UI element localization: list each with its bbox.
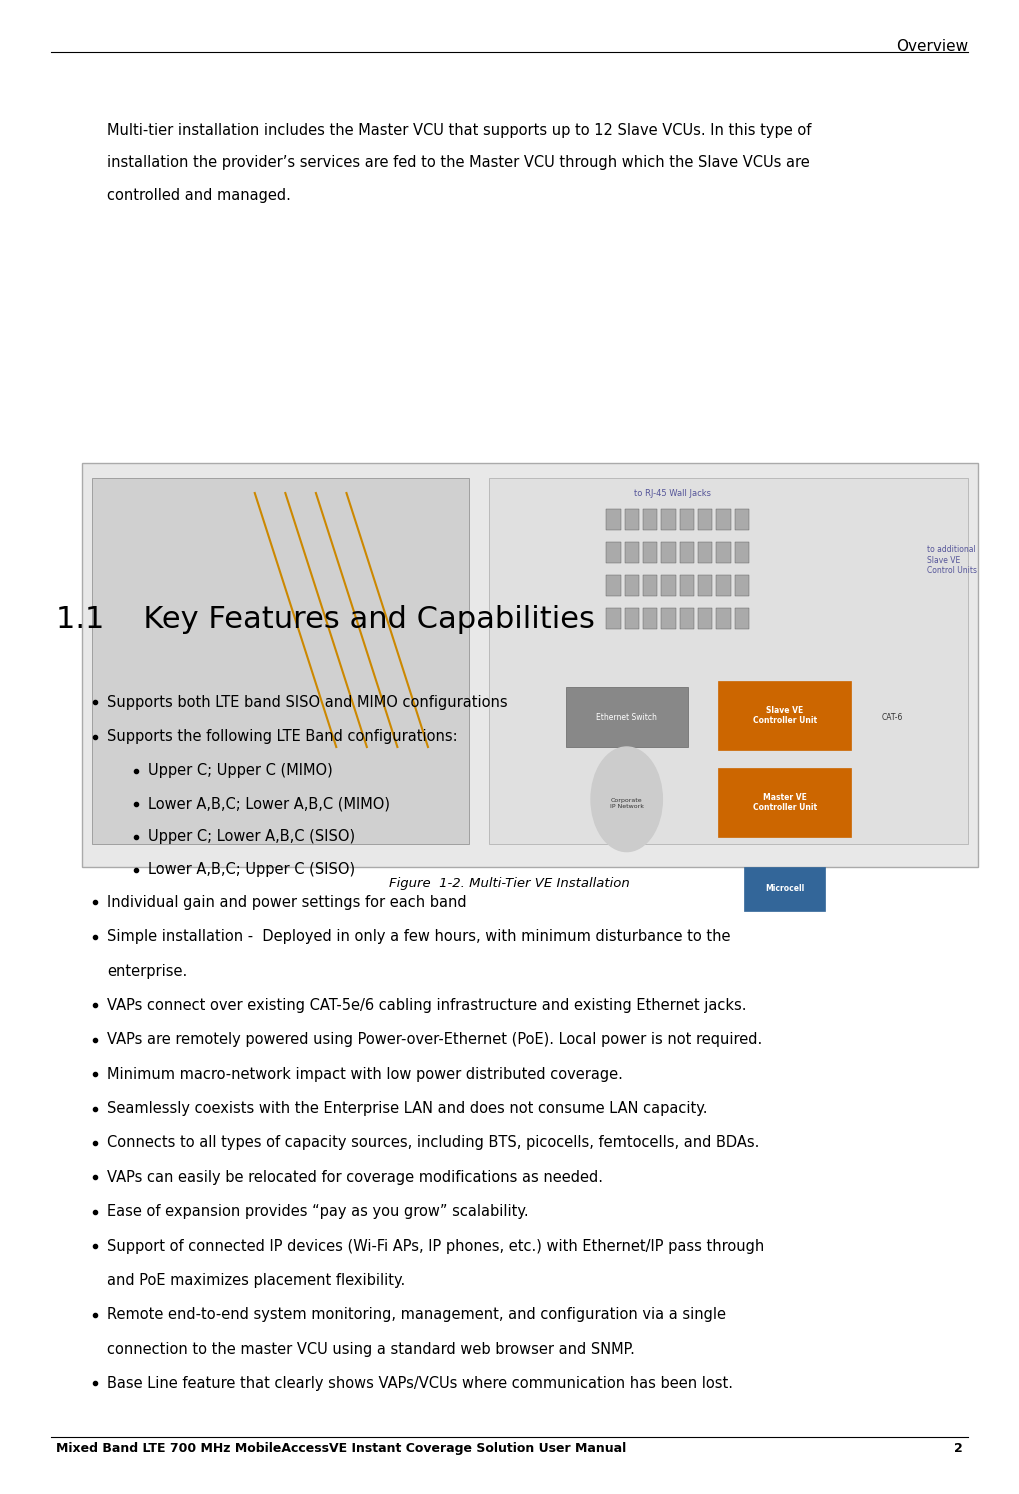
FancyBboxPatch shape	[643, 542, 657, 563]
Text: CAT-6: CAT-6	[881, 713, 903, 722]
Text: controlled and managed.: controlled and managed.	[107, 188, 290, 203]
FancyBboxPatch shape	[82, 463, 978, 867]
FancyBboxPatch shape	[698, 608, 712, 629]
FancyBboxPatch shape	[716, 608, 731, 629]
FancyBboxPatch shape	[680, 608, 694, 629]
FancyBboxPatch shape	[625, 608, 639, 629]
FancyBboxPatch shape	[716, 575, 731, 596]
FancyBboxPatch shape	[643, 509, 657, 530]
FancyBboxPatch shape	[735, 509, 749, 530]
Text: Individual gain and power settings for each band: Individual gain and power settings for e…	[107, 895, 467, 910]
Text: Upper C; Lower A,B,C (SISO): Upper C; Lower A,B,C (SISO)	[148, 829, 355, 844]
FancyBboxPatch shape	[735, 608, 749, 629]
FancyBboxPatch shape	[716, 509, 731, 530]
FancyBboxPatch shape	[625, 509, 639, 530]
Text: Base Line feature that clearly shows VAPs/VCUs where communication has been lost: Base Line feature that clearly shows VAP…	[107, 1376, 733, 1391]
Text: Lower A,B,C; Upper C (SISO): Lower A,B,C; Upper C (SISO)	[148, 862, 355, 877]
FancyBboxPatch shape	[716, 542, 731, 563]
Text: to additional
Slave VE
Control Units: to additional Slave VE Control Units	[927, 545, 977, 575]
FancyBboxPatch shape	[489, 478, 968, 844]
FancyBboxPatch shape	[643, 608, 657, 629]
Text: Ethernet Switch: Ethernet Switch	[596, 713, 657, 722]
Text: and PoE maximizes placement flexibility.: and PoE maximizes placement flexibility.	[107, 1273, 406, 1288]
FancyBboxPatch shape	[744, 867, 825, 911]
FancyBboxPatch shape	[661, 575, 676, 596]
Text: Lower A,B,C; Lower A,B,C (MIMO): Lower A,B,C; Lower A,B,C (MIMO)	[148, 796, 389, 811]
Text: VAPs are remotely powered using Power-over-Ethernet (PoE). Local power is not re: VAPs are remotely powered using Power-ov…	[107, 1032, 762, 1047]
Text: Supports both LTE band SISO and MIMO configurations: Supports both LTE band SISO and MIMO con…	[107, 695, 507, 710]
FancyBboxPatch shape	[92, 478, 469, 844]
FancyBboxPatch shape	[698, 542, 712, 563]
Text: Master VE
Controller Unit: Master VE Controller Unit	[753, 793, 816, 811]
Text: enterprise.: enterprise.	[107, 964, 187, 979]
Text: Upper C; Upper C (MIMO): Upper C; Upper C (MIMO)	[148, 763, 332, 778]
FancyBboxPatch shape	[698, 509, 712, 530]
Text: VAPs connect over existing CAT-5e/6 cabling infrastructure and existing Ethernet: VAPs connect over existing CAT-5e/6 cabl…	[107, 998, 747, 1013]
FancyBboxPatch shape	[718, 681, 851, 750]
Circle shape	[591, 747, 662, 852]
Text: 1.1    Key Features and Capabilities: 1.1 Key Features and Capabilities	[56, 605, 595, 633]
FancyBboxPatch shape	[661, 608, 676, 629]
Text: Seamlessly coexists with the Enterprise LAN and does not consume LAN capacity.: Seamlessly coexists with the Enterprise …	[107, 1101, 707, 1116]
FancyBboxPatch shape	[661, 542, 676, 563]
Text: Remote end-to-end system monitoring, management, and configuration via a single: Remote end-to-end system monitoring, man…	[107, 1307, 726, 1322]
Text: Supports the following LTE Band configurations:: Supports the following LTE Band configur…	[107, 729, 458, 744]
Text: Slave VE
Controller Unit: Slave VE Controller Unit	[753, 707, 816, 725]
FancyBboxPatch shape	[606, 542, 621, 563]
FancyBboxPatch shape	[735, 575, 749, 596]
FancyBboxPatch shape	[625, 575, 639, 596]
FancyBboxPatch shape	[625, 542, 639, 563]
Text: 2: 2	[954, 1442, 963, 1455]
Text: Microcell: Microcell	[765, 884, 804, 893]
Text: to RJ-45 Wall Jacks: to RJ-45 Wall Jacks	[634, 489, 711, 498]
FancyBboxPatch shape	[680, 575, 694, 596]
FancyBboxPatch shape	[566, 687, 688, 747]
Text: Connects to all types of capacity sources, including BTS, picocells, femtocells,: Connects to all types of capacity source…	[107, 1135, 759, 1150]
FancyBboxPatch shape	[643, 575, 657, 596]
Text: VAPs can easily be relocated for coverage modifications as needed.: VAPs can easily be relocated for coverag…	[107, 1170, 603, 1185]
Text: Minimum macro-network impact with low power distributed coverage.: Minimum macro-network impact with low po…	[107, 1067, 623, 1082]
FancyBboxPatch shape	[680, 542, 694, 563]
Text: Ease of expansion provides “pay as you grow” scalability.: Ease of expansion provides “pay as you g…	[107, 1204, 529, 1219]
Text: Multi-tier installation includes the Master VCU that supports up to 12 Slave VCU: Multi-tier installation includes the Mas…	[107, 123, 811, 137]
FancyBboxPatch shape	[606, 575, 621, 596]
Text: Support of connected IP devices (Wi-Fi APs, IP phones, etc.) with Ethernet/IP pa: Support of connected IP devices (Wi-Fi A…	[107, 1239, 764, 1253]
FancyBboxPatch shape	[680, 509, 694, 530]
FancyBboxPatch shape	[606, 509, 621, 530]
Text: Overview: Overview	[896, 39, 968, 54]
Text: Corporate
IP Network: Corporate IP Network	[609, 798, 644, 810]
Text: installation the provider’s services are fed to the Master VCU through which the: installation the provider’s services are…	[107, 155, 810, 170]
FancyBboxPatch shape	[735, 542, 749, 563]
Text: Simple installation -  Deployed in only a few hours, with minimum disturbance to: Simple installation - Deployed in only a…	[107, 929, 731, 944]
FancyBboxPatch shape	[698, 575, 712, 596]
FancyBboxPatch shape	[606, 608, 621, 629]
FancyBboxPatch shape	[661, 509, 676, 530]
FancyBboxPatch shape	[718, 768, 851, 837]
Text: Figure  1-2. Multi-Tier VE Installation: Figure 1-2. Multi-Tier VE Installation	[389, 877, 630, 890]
Text: Mixed Band LTE 700 MHz MobileAccessVE Instant Coverage Solution User Manual: Mixed Band LTE 700 MHz MobileAccessVE In…	[56, 1442, 627, 1455]
Text: connection to the master VCU using a standard web browser and SNMP.: connection to the master VCU using a sta…	[107, 1342, 635, 1357]
